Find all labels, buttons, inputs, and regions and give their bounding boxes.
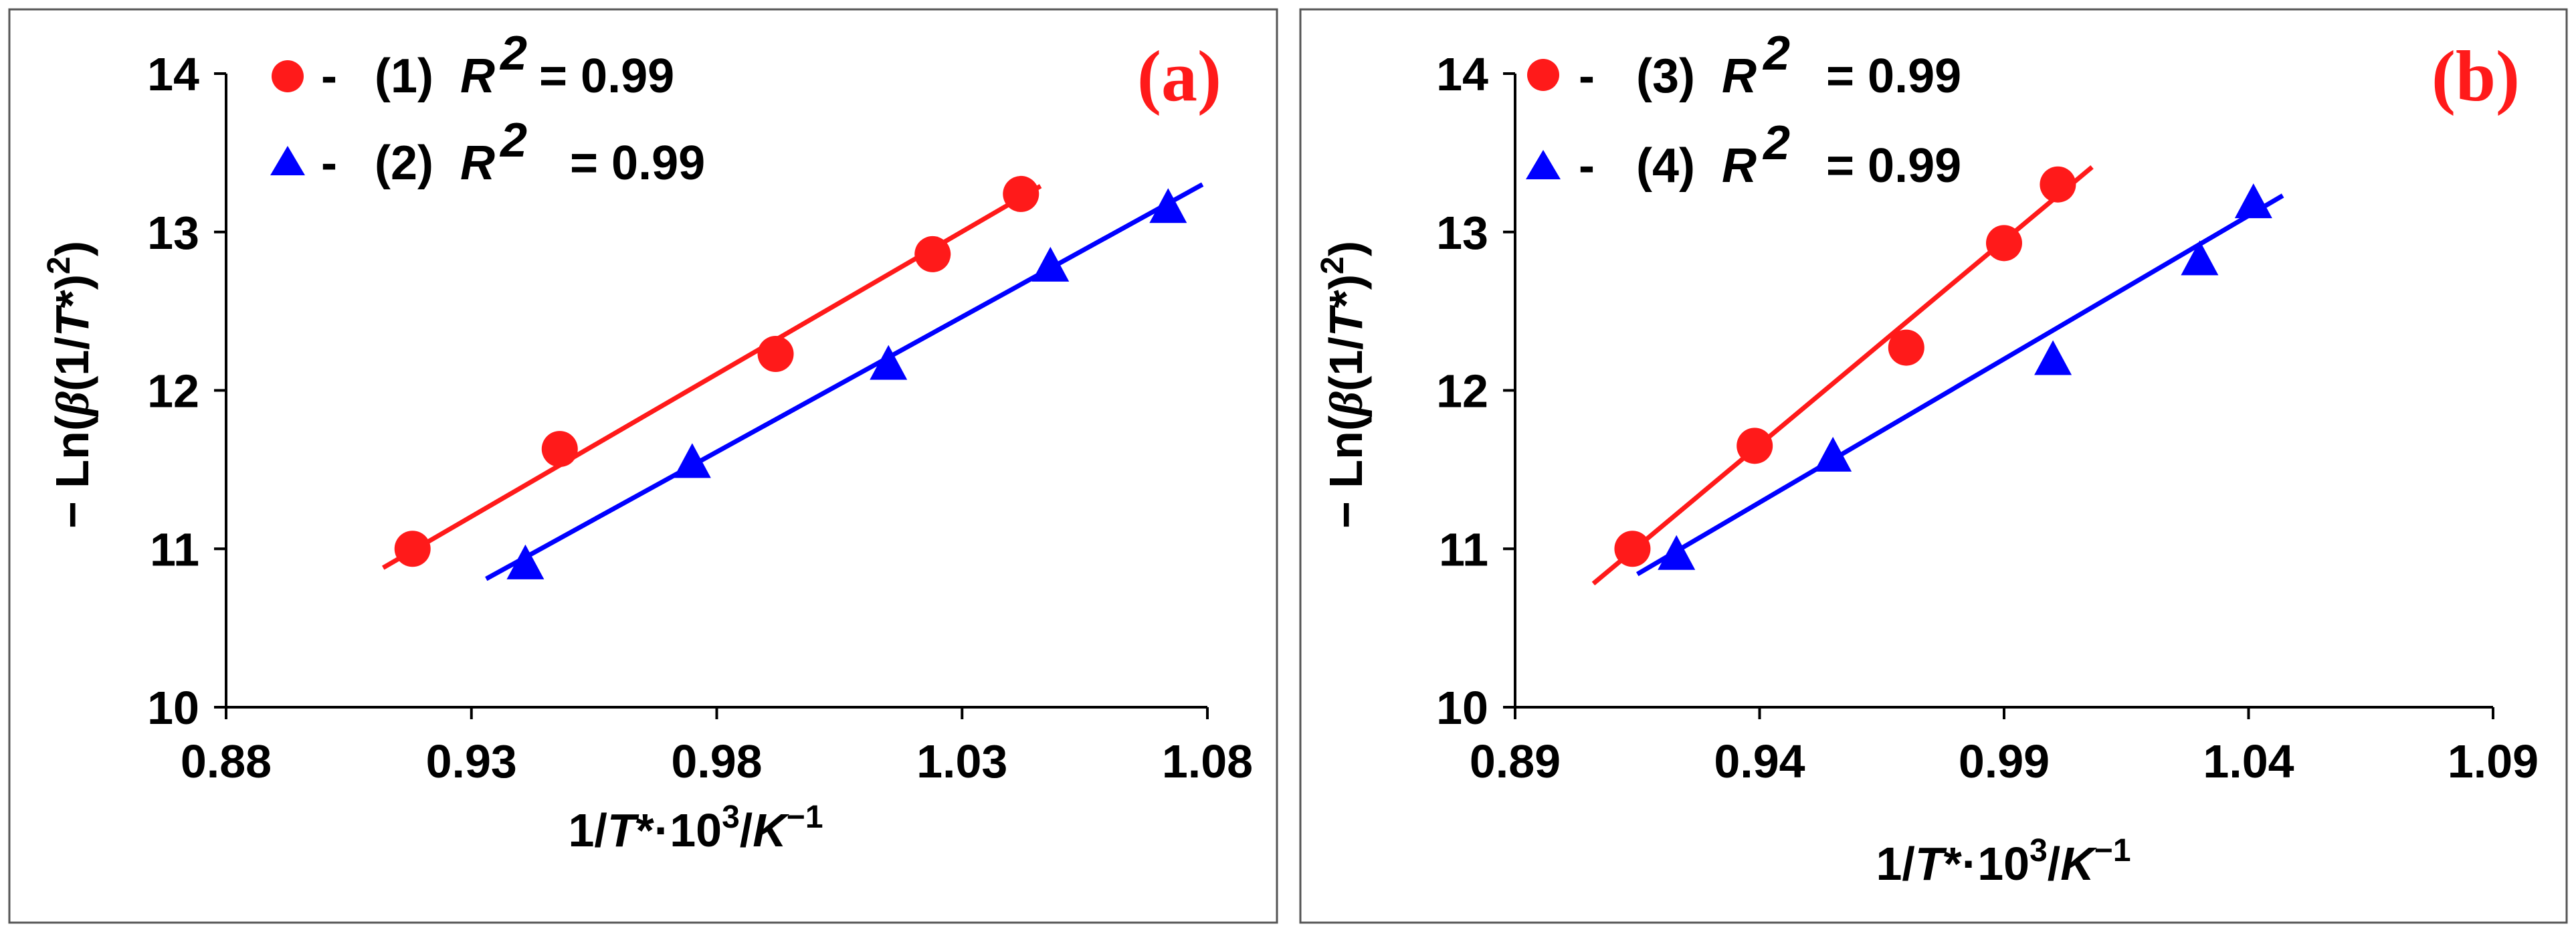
panel-a-y-axis-title: − Ln(β(1/T*)2) xyxy=(41,241,99,529)
fit-line-series-2 xyxy=(485,182,1204,581)
y-tick-label: 11 xyxy=(1439,523,1488,575)
y-tick-label: 14 xyxy=(147,48,199,100)
panel-b-y-ticks: 10 11 12 13 14 xyxy=(1436,48,1515,734)
fit-line-series-4 xyxy=(1636,193,2284,577)
data-point-series-3 xyxy=(1614,531,1651,567)
data-point-series-4 xyxy=(1814,436,1852,472)
x-tick-label: 0.89 xyxy=(1470,735,1561,787)
panel-a-label: (a) xyxy=(1137,37,1221,116)
legend-entry-3: - (3) R 2 = 0.99 xyxy=(1527,27,1961,103)
panel-a-y-ticks: 10 11 12 13 14 xyxy=(147,48,226,734)
data-point-series-1 xyxy=(757,336,794,373)
legend-circle-marker xyxy=(272,60,304,92)
x-tick-label: 0.98 xyxy=(671,735,762,787)
legend-r-value: = 0.99 xyxy=(1826,139,1961,193)
panel-b-legend: - (3) R 2 = 0.99 - (4) R 2 = 0.99 xyxy=(1526,27,1961,193)
y-tick-label: 10 xyxy=(1436,682,1488,734)
data-point-series-4 xyxy=(2181,240,2219,276)
data-point-series-3 xyxy=(2040,166,2076,203)
y-tick-label: 12 xyxy=(147,365,199,417)
panel-a-axes: 10 11 12 13 14 0.88 0.93 0.98 1.03 1.08 xyxy=(147,48,1253,787)
x-tick-label: 0.94 xyxy=(1714,735,1805,787)
data-point-series-2 xyxy=(870,345,908,380)
legend-entry-1: - (1) R 2 = 0.99 xyxy=(272,27,674,103)
x-tick-label: 1.09 xyxy=(2448,735,2539,787)
panel-a-x-axis-title: 1/T*·103/K−1 xyxy=(568,800,823,856)
data-point-series-2 xyxy=(1031,246,1070,282)
legend-series-id: (4) xyxy=(1636,139,1695,193)
legend-series-id: (3) xyxy=(1636,50,1695,103)
data-point-series-2 xyxy=(1149,188,1187,223)
panel-b-x-ticks: 0.89 0.94 0.99 1.04 1.09 xyxy=(1470,707,2539,787)
legend-dash: - xyxy=(1579,139,1595,193)
legend-triangle-marker xyxy=(270,146,305,175)
panel-a-legend: - (1) R 2 = 0.99 - (2) R 2 = 0.99 xyxy=(270,27,705,190)
y-tick-label: 11 xyxy=(150,523,199,575)
panel-b-label: (b) xyxy=(2432,37,2520,116)
data-point-series-3 xyxy=(1737,428,1773,464)
legend-series-id: (2) xyxy=(375,136,433,190)
data-point-series-3 xyxy=(1986,225,2022,262)
legend-entry-2: - (2) R 2 = 0.99 xyxy=(270,114,705,190)
legend-r-value: = 0.99 xyxy=(539,50,674,103)
panel-b-plot-area xyxy=(1591,165,2284,586)
x-tick-label: 1.03 xyxy=(916,735,1007,787)
legend-r: R xyxy=(1722,50,1757,103)
legend-dash: - xyxy=(1579,50,1595,103)
y-tick-label: 12 xyxy=(1436,365,1488,417)
x-tick-label: 1.04 xyxy=(2203,735,2294,787)
x-tick-label: 1.08 xyxy=(1162,735,1253,787)
panel-a-plot-area xyxy=(381,175,1204,581)
legend-r-value: = 0.99 xyxy=(570,136,705,190)
panel-b: 10 11 12 13 14 0.89 0.94 0.99 1.04 1.09 - (3) R … xyxy=(1299,8,2568,924)
data-point-series-1 xyxy=(1003,175,1039,212)
legend-r: R xyxy=(1722,139,1757,193)
data-point-series-2 xyxy=(506,544,544,579)
panel-a: 10 11 12 13 14 0.88 0.93 0.98 1.03 1.08 - (1) R … xyxy=(8,8,1278,924)
panel-a-x-ticks: 0.88 0.93 0.98 1.03 1.08 xyxy=(181,707,1253,787)
data-point-series-3 xyxy=(1888,329,1924,366)
legend-r: R xyxy=(460,50,495,103)
data-point-series-2 xyxy=(673,443,711,478)
legend-r-value: = 0.99 xyxy=(1826,50,1961,103)
data-point-series-1 xyxy=(394,531,431,567)
y-tick-label: 13 xyxy=(147,207,199,259)
data-point-series-1 xyxy=(914,236,951,272)
legend-entry-4: - (4) R 2 = 0.99 xyxy=(1526,116,1961,193)
data-point-series-4 xyxy=(2034,340,2072,375)
data-point-series-1 xyxy=(541,431,578,468)
legend-dash: - xyxy=(321,50,337,103)
panel-b-frame xyxy=(1299,8,2568,924)
legend-r-exponent: 2 xyxy=(499,27,527,80)
y-tick-label: 14 xyxy=(1436,48,1488,100)
legend-dash: - xyxy=(321,136,337,190)
panel-b-y-axis-title: − Ln(β(1/T*)2) xyxy=(1315,241,1373,529)
legend-circle-marker xyxy=(1527,59,1559,91)
legend-triangle-marker xyxy=(1526,150,1561,179)
data-point-series-4 xyxy=(1658,535,1696,570)
panel-b-axes: 10 11 12 13 14 0.89 0.94 0.99 1.04 1.09 xyxy=(1436,48,2539,787)
legend-r-exponent: 2 xyxy=(499,114,527,167)
legend-r-exponent: 2 xyxy=(1762,27,1790,80)
y-tick-label: 10 xyxy=(147,682,199,734)
legend-r-exponent: 2 xyxy=(1762,116,1790,170)
panel-b-x-axis-title: 1/T*·103/K−1 xyxy=(1876,833,2131,890)
legend-series-id: (1) xyxy=(375,50,433,103)
legend-r: R xyxy=(460,136,495,190)
x-tick-label: 0.88 xyxy=(181,735,272,787)
x-tick-label: 0.93 xyxy=(426,735,517,787)
panel-a-frame xyxy=(8,8,1278,924)
x-tick-label: 0.99 xyxy=(1959,735,2050,787)
y-tick-label: 13 xyxy=(1436,207,1488,259)
data-point-series-4 xyxy=(2234,183,2272,219)
